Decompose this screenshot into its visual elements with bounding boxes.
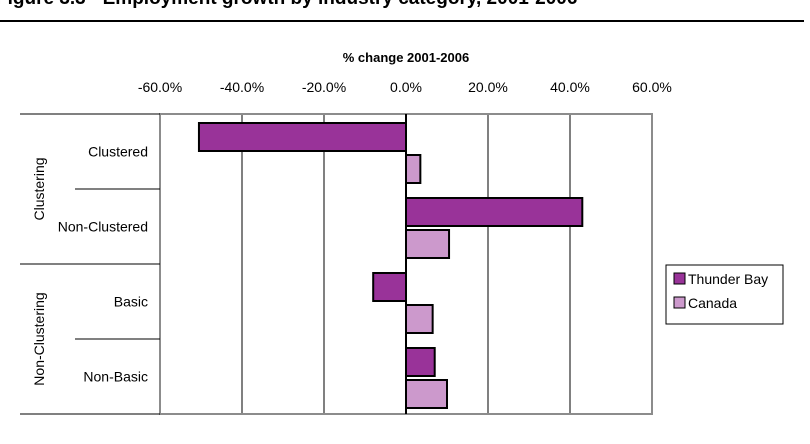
legend: Thunder Bay Canada [665,264,784,325]
bar-canada [405,229,451,259]
category-label: Clustered [88,144,148,160]
bar-thunder-bay [372,272,408,302]
bar-canada [405,304,434,334]
bar-thunder-bay [405,347,436,377]
x-tick-label: 40.0% [550,79,590,95]
x-tick-label: -60.0% [138,79,182,95]
legend-swatch [673,296,686,309]
group-label: Clustering [31,157,47,220]
chart-title: % change 2001-2006 [343,50,469,65]
category-label: Non-Basic [83,369,148,385]
x-tick-label: -20.0% [302,79,346,95]
bar-thunder-bay [405,197,584,227]
figure-title: Figure 3.3 - Employment growth by indust… [0,0,796,10]
x-tick-label: -40.0% [220,79,264,95]
group-label: Non-Clustering [31,292,47,385]
plot-frame [159,113,653,415]
legend-label: Canada [688,295,737,311]
bar-thunder-bay [197,122,407,152]
legend-label: Thunder Bay [688,271,768,287]
category-label: Non-Clustered [58,219,148,235]
title-rule [0,20,804,22]
bar-canada [405,154,422,184]
x-tick-label: 20.0% [468,79,508,95]
bar-canada [405,379,448,409]
x-tick-label: 0.0% [390,79,422,95]
bars [197,122,584,409]
legend-swatch [673,272,686,285]
category-label: Basic [114,294,148,310]
x-tick-label: 60.0% [632,79,672,95]
axes: % change 2001-2006 -60.0% -40.0% -20.0% 0.0%… [20,50,672,415]
